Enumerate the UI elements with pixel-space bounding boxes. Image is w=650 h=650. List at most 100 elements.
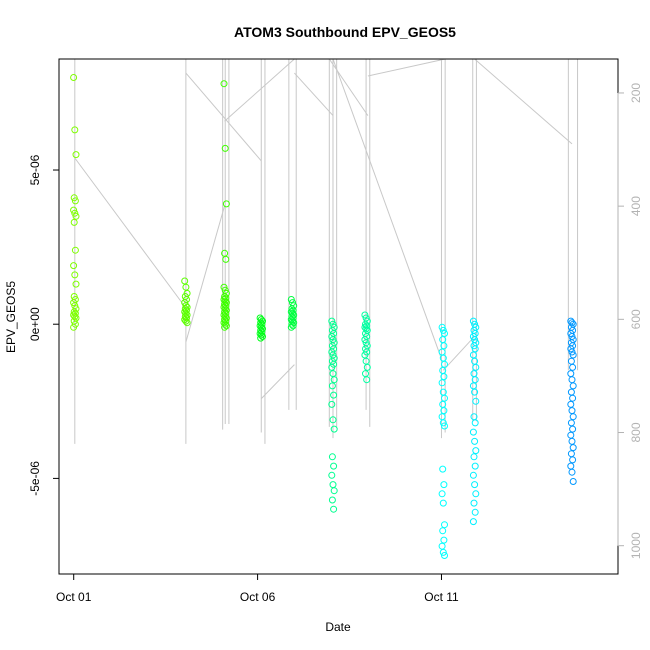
- data-point: [362, 320, 369, 328]
- data-point: [439, 499, 447, 507]
- data-point: [287, 296, 295, 303]
- data-point: [362, 325, 370, 333]
- data-point: [71, 197, 79, 205]
- data-point: [221, 308, 229, 316]
- data-point: [257, 331, 265, 339]
- data-point: [440, 373, 448, 381]
- profile-transit: [294, 72, 334, 116]
- data-point: [441, 360, 448, 368]
- data-point: [567, 431, 575, 439]
- data-point: [72, 212, 80, 220]
- data-point: [470, 342, 478, 350]
- x-tick-label: Oct 06: [240, 590, 276, 604]
- data-point: [257, 334, 265, 342]
- data-point: [287, 323, 295, 331]
- data-point: [567, 388, 575, 396]
- data-point: [328, 496, 336, 504]
- data-point: [440, 342, 448, 350]
- data-point: [221, 144, 229, 152]
- data-point: [222, 322, 230, 330]
- data-point: [329, 416, 337, 424]
- data-point: [439, 527, 447, 535]
- data-point: [71, 209, 79, 217]
- data-point: [441, 330, 448, 337]
- data-point: [569, 425, 577, 433]
- data-point: [438, 413, 446, 421]
- y-axis: -5e-06 0e+00 5e-06: [28, 154, 60, 496]
- data-point: [441, 394, 448, 402]
- x-tick-label: Oct 11: [424, 590, 459, 604]
- y2-tick-label: 800: [629, 422, 643, 442]
- data-point: [257, 326, 265, 334]
- data-point: [72, 151, 80, 159]
- x-axis-label: Date: [325, 620, 351, 634]
- data-point: [330, 505, 338, 513]
- y-tick-label: -5e-06: [28, 461, 42, 496]
- y2-tick-label: 200: [629, 83, 643, 103]
- data-point: [181, 277, 189, 285]
- data-point: [569, 351, 577, 359]
- data-point: [221, 316, 229, 324]
- data-point: [469, 333, 477, 340]
- data-point: [567, 450, 575, 458]
- x-axis: Oct 01 Oct 06 Oct 11: [56, 573, 459, 604]
- y-axis-label: EPV_GEOS5: [4, 281, 18, 353]
- x-tick-label: Oct 01: [56, 590, 92, 604]
- data-point: [439, 326, 447, 334]
- data-point: [469, 428, 477, 436]
- profile-transit: [367, 58, 446, 77]
- data-point: [183, 319, 191, 327]
- chart-title: ATOM3 Southbound EPV_GEOS5: [234, 24, 456, 40]
- data-point: [438, 490, 446, 498]
- data-point: [569, 394, 577, 402]
- data-point: [472, 490, 480, 498]
- data-point: [439, 548, 447, 556]
- data-points: [70, 74, 577, 559]
- data-point: [469, 471, 477, 479]
- profile-transit: [328, 58, 369, 116]
- data-point: [438, 379, 446, 387]
- data-point: [568, 468, 576, 476]
- y2-tick-label: 600: [629, 309, 643, 329]
- data-point: [567, 370, 575, 378]
- data-point: [330, 462, 338, 470]
- data-point: [71, 126, 79, 134]
- data-point: [472, 397, 480, 405]
- profile-transit: [224, 58, 295, 122]
- data-point: [72, 280, 80, 288]
- data-point: [472, 363, 480, 371]
- data-point: [569, 456, 577, 464]
- data-point: [471, 462, 479, 470]
- data-point: [569, 363, 577, 371]
- data-point: [569, 413, 577, 421]
- profile-transit: [442, 335, 475, 371]
- data-point: [289, 322, 297, 330]
- y2-axis: 200 400 600 800 1000: [617, 83, 643, 559]
- data-point: [182, 317, 190, 325]
- altitude-profiles: [74, 58, 579, 444]
- data-point: [568, 407, 576, 415]
- data-point: [471, 388, 479, 396]
- plot-frame: [58, 58, 619, 575]
- data-point: [222, 200, 230, 208]
- data-point: [363, 376, 371, 384]
- data-point: [221, 320, 229, 328]
- profile-transit: [474, 58, 573, 145]
- data-point: [70, 218, 78, 226]
- data-point: [71, 271, 79, 279]
- data-point: [568, 376, 576, 384]
- data-point: [328, 317, 336, 325]
- data-point: [330, 487, 338, 495]
- data-point: [567, 345, 575, 353]
- data-point: [567, 400, 575, 408]
- profile-transit: [332, 58, 442, 360]
- data-point: [469, 351, 477, 359]
- data-point: [221, 293, 229, 300]
- data-point: [471, 376, 479, 384]
- data-point: [220, 80, 228, 88]
- data-point: [469, 382, 477, 390]
- data-point: [329, 481, 337, 489]
- data-point: [441, 552, 448, 559]
- y2-tick-label: 400: [629, 196, 643, 216]
